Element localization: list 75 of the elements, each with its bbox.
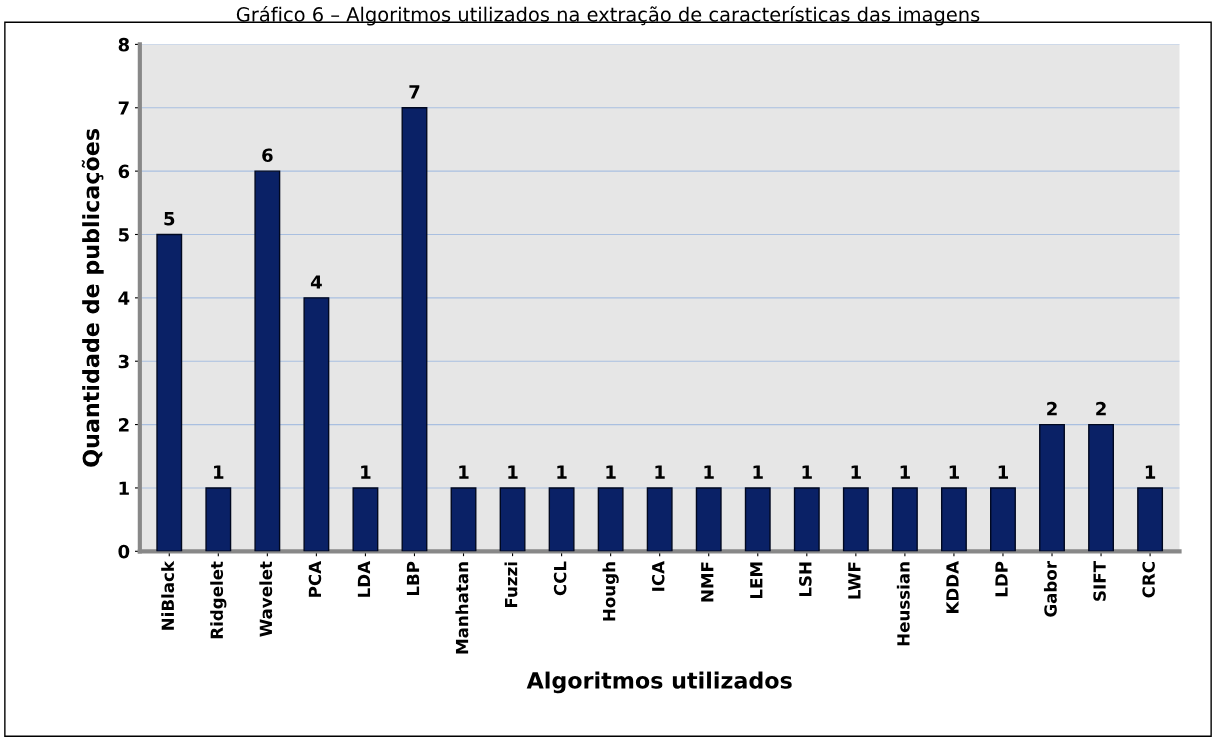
bar — [597, 487, 624, 552]
x-tick-label: LBP — [406, 561, 420, 596]
bar — [695, 487, 722, 552]
data-label: 1 — [851, 465, 861, 479]
x-tick-label: PCA — [308, 561, 322, 597]
x-tick-label: CRC — [1142, 562, 1155, 598]
data-label: 1 — [900, 465, 910, 479]
data-label: 1 — [508, 465, 518, 479]
bar — [254, 170, 281, 552]
y-tick-label: 8 — [118, 37, 129, 52]
y-tick-label: 4 — [118, 291, 130, 305]
bar — [646, 487, 673, 552]
x-tick-label: Ridgelet — [210, 561, 227, 639]
data-label: 7 — [409, 85, 420, 99]
data-label: 1 — [753, 465, 763, 479]
y-tick-label: 2 — [118, 418, 129, 432]
bar — [450, 487, 477, 552]
bar — [940, 487, 967, 552]
x-tick-label: LEM — [750, 562, 763, 599]
data-label: 1 — [802, 465, 812, 479]
x-tick-label: Gabor — [1043, 561, 1057, 617]
y-axis-title: Quantidade de publicações — [81, 128, 104, 467]
bar — [1088, 423, 1115, 552]
x-tick-label: Hough — [602, 562, 619, 621]
bar — [401, 107, 428, 552]
bar — [352, 487, 379, 552]
x-tick-label: LWF — [848, 562, 861, 599]
x-tick-label: ICA — [651, 561, 665, 591]
y-tick-label: 1 — [119, 481, 129, 495]
y-tick-label: 3 — [118, 354, 129, 369]
data-label: 1 — [1145, 465, 1156, 479]
x-tick-label: Fuzzi — [504, 562, 518, 608]
x-tick-label: KDDA — [946, 561, 959, 613]
data-label: 1 — [459, 465, 469, 479]
bar — [842, 487, 869, 552]
bar — [891, 487, 918, 552]
x-tick-label: SIFT — [1093, 561, 1106, 601]
bar — [1039, 423, 1065, 552]
data-label: 2 — [1047, 401, 1057, 416]
data-label: 1 — [704, 465, 714, 479]
data-label: 1 — [214, 465, 224, 479]
bar — [156, 233, 183, 552]
data-label: 5 — [164, 212, 175, 226]
bar — [205, 487, 232, 552]
bar — [793, 487, 820, 552]
bar — [499, 487, 526, 552]
x-tick-label: Wavelet — [259, 561, 273, 637]
data-label: 1 — [557, 465, 567, 479]
data-label: 2 — [1096, 401, 1106, 416]
x-tick-label: NMF — [701, 562, 714, 602]
bar — [548, 487, 575, 552]
data-label: 1 — [655, 465, 665, 479]
bar — [744, 487, 771, 552]
data-label: 4 — [310, 275, 322, 289]
x-tick-label: CCL — [553, 561, 567, 596]
x-tick-label: NiBlack — [161, 560, 175, 630]
data-label: 6 — [262, 148, 273, 163]
x-tick-label: LDP — [995, 561, 1008, 597]
chart-title: Gráfico 6 – Algoritmos utilizados na extração de características das imagens — [236, 5, 980, 26]
x-tick-label: Manhatan — [455, 562, 469, 654]
x-axis-title: Algoritmos utilizados — [526, 671, 792, 694]
data-label: 1 — [949, 465, 959, 479]
y-tick-label: 7 — [118, 101, 129, 115]
y-tick-label: 0 — [118, 544, 130, 559]
bar — [303, 297, 330, 552]
data-label: 1 — [361, 465, 371, 479]
x-tick-label: Heussian — [896, 562, 910, 646]
x-tick-label: LSH — [799, 562, 812, 597]
data-label: 1 — [606, 465, 616, 479]
x-tick-label: LDA — [357, 561, 371, 597]
y-tick-label: 5 — [118, 228, 129, 242]
bar — [990, 487, 1016, 552]
data-label: 1 — [998, 465, 1009, 479]
bar — [1137, 487, 1164, 552]
y-tick-label: 6 — [118, 164, 130, 179]
